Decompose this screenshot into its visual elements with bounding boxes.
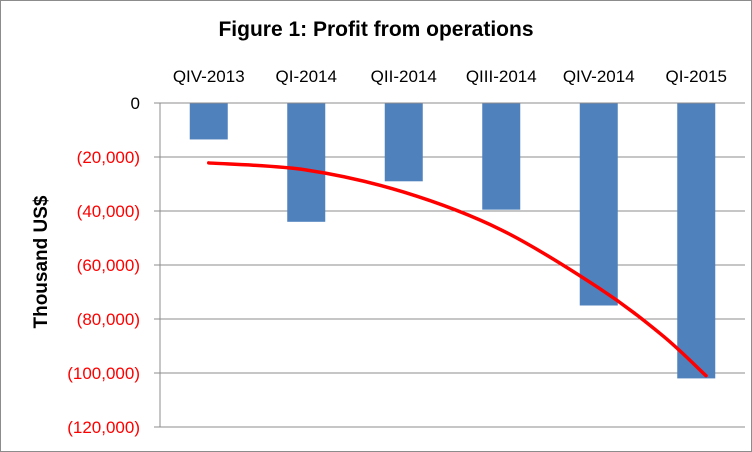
bars <box>189 103 716 379</box>
y-tick-label: (80,000) <box>77 310 140 329</box>
trendline <box>207 161 708 378</box>
bar <box>677 103 716 379</box>
axes <box>154 102 745 428</box>
bar <box>482 103 521 210</box>
x-tick-label: QI-2014 <box>276 67 337 86</box>
bar <box>579 103 618 306</box>
y-tick-label: (20,000) <box>77 148 140 167</box>
y-tick-label: (120,000) <box>67 418 140 437</box>
trendline-group <box>207 161 708 378</box>
x-tick-label: QI-2015 <box>666 67 727 86</box>
gridlines <box>160 156 745 428</box>
y-tick-label: (60,000) <box>77 256 140 275</box>
bar <box>384 103 423 182</box>
x-tick-label: QIV-2013 <box>173 67 245 86</box>
x-tick-label: QIII-2014 <box>466 67 537 86</box>
y-tick-label: (100,000) <box>67 364 140 383</box>
bar <box>189 103 228 140</box>
y-tick-labels: 0 (20,000) (40,000) (60,000) (80,000) (100,00… <box>67 94 140 437</box>
y-tick-label: (40,000) <box>77 202 140 221</box>
x-tick-labels: QIV-2013 QI-2014 QII-2014 QIII-2014 QIV-2014… <box>173 67 727 86</box>
chart-title: Figure 1: Profit from operations <box>218 18 534 41</box>
x-tick-label: QIV-2014 <box>563 67 635 86</box>
bar <box>287 103 326 222</box>
y-tick-label: 0 <box>131 94 140 113</box>
x-tick-label: QII-2014 <box>371 67 437 86</box>
